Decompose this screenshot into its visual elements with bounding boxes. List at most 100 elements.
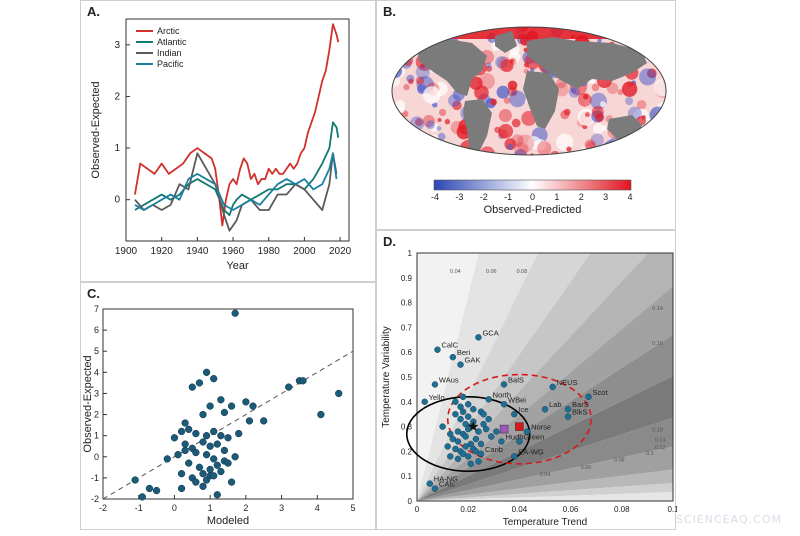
- anomaly-patch: [429, 123, 439, 132]
- x-tick-label: 0.08: [614, 505, 630, 514]
- scatter-point: [480, 410, 487, 418]
- anomaly-patch: [496, 85, 510, 99]
- point-label: HA-NG: [434, 475, 458, 484]
- labeled-point: [523, 428, 531, 435]
- scatter-point: [202, 432, 211, 440]
- labeled-point: [585, 393, 592, 401]
- scatter-point: [138, 493, 146, 501]
- point-label: Ice: [518, 405, 528, 414]
- anomaly-patch: [430, 27, 446, 36]
- y-tick-label: 0.5: [401, 373, 413, 382]
- point-label: GAK: [465, 356, 481, 365]
- y-tick-label: 6: [94, 325, 99, 335]
- anomaly-patch: [490, 98, 497, 106]
- point-label: Yello: [429, 393, 445, 402]
- shaded-wedge: [417, 446, 673, 501]
- scatter-point: [480, 420, 487, 428]
- scatter-point: [145, 484, 154, 493]
- anomaly-patch: [454, 146, 462, 155]
- anomaly-patch: [554, 82, 569, 97]
- scatter-point: [217, 432, 225, 440]
- y-tick-label: 0: [94, 452, 99, 462]
- anomaly-patch: [591, 83, 600, 92]
- scatter-point: [245, 417, 254, 425]
- colorbar-tick-label: 1: [554, 192, 559, 202]
- anomaly-patch: [422, 86, 441, 104]
- anomaly-patch: [647, 126, 658, 137]
- scatter-point: [488, 433, 495, 440]
- labeled-point: [426, 480, 433, 487]
- scatter-point: [181, 440, 189, 448]
- x-axis-label: Modeled: [207, 515, 249, 527]
- scatter-point: [220, 446, 229, 455]
- colorbar-tick-label: -3: [455, 192, 463, 202]
- x-tick-label: 0.02: [460, 505, 476, 514]
- anomaly-patch: [584, 152, 589, 155]
- scatter-point: [210, 472, 218, 480]
- x-tick-label: 0: [415, 505, 420, 514]
- colorbar: [433, 179, 632, 191]
- contour-label: 0.04: [540, 472, 551, 478]
- scatter-point: [131, 476, 139, 484]
- anomaly-patch: [405, 29, 415, 40]
- anomaly-patch: [392, 105, 395, 111]
- anomaly-patch: [513, 149, 528, 155]
- scatter-point: [452, 445, 459, 453]
- scatter-point: [199, 438, 207, 446]
- anomaly-patch: [516, 134, 535, 153]
- legend-label: Arctic: [157, 26, 180, 36]
- y-tick-label: 1: [94, 431, 99, 441]
- scatter-point: [235, 429, 243, 438]
- series-line-pacific: [134, 152, 338, 211]
- point-label: Beri: [457, 348, 471, 357]
- scatter-point: [452, 398, 459, 406]
- anomaly-patch: [498, 123, 514, 139]
- anomaly-patch: [636, 100, 647, 110]
- y-tick-label: 1: [408, 249, 413, 258]
- anomaly-patch: [392, 27, 401, 36]
- colorbar-tick-label: -1: [504, 192, 512, 202]
- y-tick-label: -1: [91, 473, 99, 483]
- scatter-point: [192, 429, 200, 438]
- anomaly-patch: [441, 27, 456, 35]
- scatter-point: [454, 438, 462, 445]
- colorbar-label: Observed-Predicted: [484, 204, 582, 216]
- series-line-arctic: [134, 23, 340, 227]
- point-label: BalS: [508, 375, 524, 384]
- anomaly-patch: [601, 125, 608, 132]
- anomaly-patch: [498, 108, 512, 123]
- map-outline: [391, 26, 667, 156]
- labeled-point: [500, 381, 508, 388]
- scatter-point: [470, 406, 477, 413]
- map-group: [392, 27, 666, 155]
- anomaly-patch: [420, 63, 425, 69]
- scatter-point: [472, 448, 480, 455]
- anomaly-patch: [597, 38, 602, 43]
- labeled-point: [500, 401, 508, 408]
- contour-label: 0.06: [486, 269, 497, 275]
- anomaly-patch: [415, 65, 430, 80]
- anomaly-patch: [402, 54, 414, 66]
- scatter-point: [459, 393, 467, 401]
- anomaly-patch: [529, 153, 535, 155]
- scatter-point: [457, 403, 464, 410]
- y-tick-label: -2: [91, 494, 99, 504]
- star-marker: [468, 421, 479, 432]
- anomaly-patch: [537, 141, 552, 155]
- labeled-point: [541, 406, 549, 413]
- labeled-point: [457, 361, 464, 368]
- point-label: BarS: [572, 400, 589, 409]
- labeled-point: [498, 438, 505, 445]
- anomaly-patch: [416, 137, 424, 145]
- contour-label: 0.08: [517, 269, 528, 275]
- scatter-point: [454, 428, 462, 435]
- scatter-point: [206, 465, 214, 474]
- contour-label: 0.14: [655, 437, 666, 443]
- plot-frame: [102, 308, 354, 500]
- scatter-point: [462, 433, 469, 440]
- scatter-point: [170, 434, 179, 442]
- y-tick-label: 0: [408, 497, 413, 506]
- anomaly-patch: [478, 72, 495, 90]
- x-tick-label: 2020: [329, 246, 352, 257]
- scatter-point: [335, 389, 343, 398]
